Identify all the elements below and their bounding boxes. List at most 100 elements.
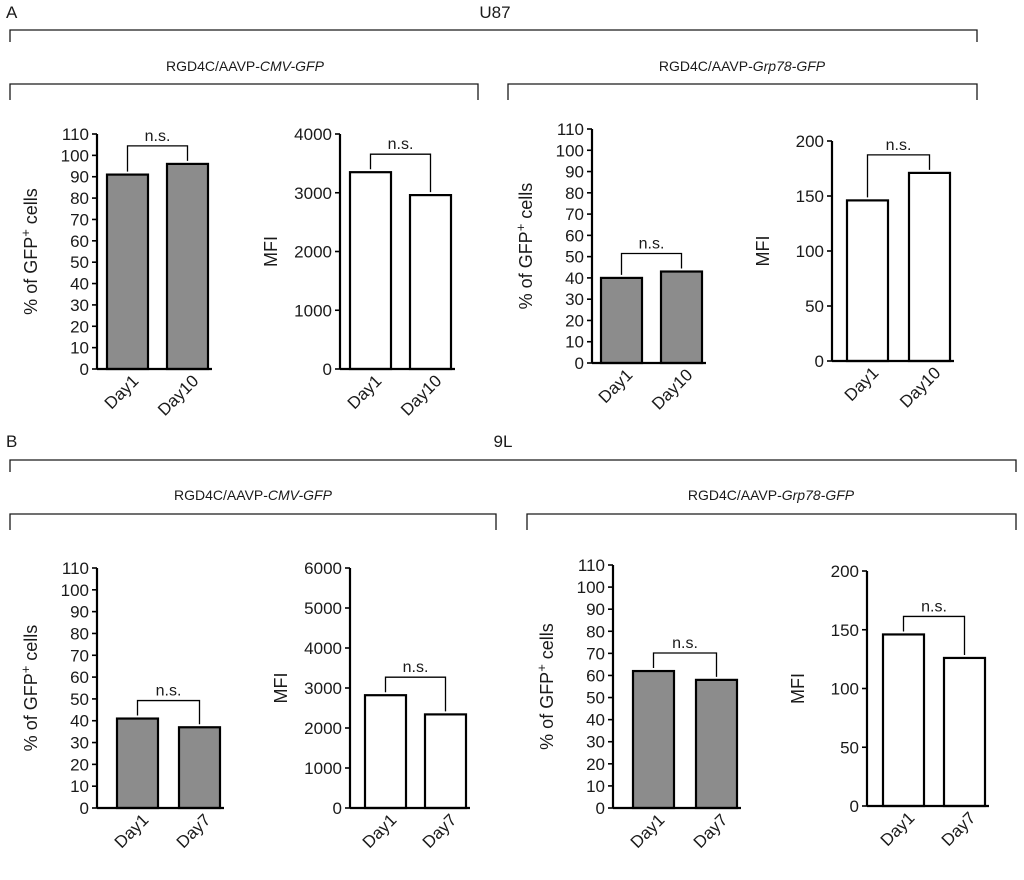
- x-tick-label: Day7: [690, 810, 731, 851]
- y-axis-title: MFI: [788, 673, 808, 704]
- x-tick-label: Day10: [896, 363, 944, 411]
- y-tick-label: 150: [796, 187, 824, 206]
- panel-b-group-1-bracket: [9, 513, 497, 530]
- significance-label: n.s.: [156, 683, 182, 700]
- bar-day10: [408, 194, 453, 371]
- y-tick-label: 110: [557, 120, 584, 139]
- significance-label: n.s.: [921, 598, 947, 615]
- y-tick-label: 90: [586, 600, 605, 619]
- y-axis-title: % of GFP+ cells: [18, 625, 41, 752]
- y-tick-label: 4000: [304, 639, 342, 658]
- y-tick-label: 110: [62, 559, 89, 578]
- bar-day1: [115, 717, 160, 810]
- y-tick-label: 40: [565, 269, 584, 288]
- significance-bracket: [902, 615, 966, 655]
- y-tick-label: 60: [586, 666, 605, 685]
- y-tick-label: 40: [70, 275, 89, 294]
- significance-label: n.s.: [388, 136, 414, 153]
- x-tick-label: Day10: [397, 371, 445, 419]
- y-tick-label: 10: [586, 777, 605, 796]
- y-tick-label: 30: [70, 296, 89, 315]
- x-tick-label: Day1: [595, 365, 636, 406]
- chart-b-grp78-mfi: 0 50 100 150 200 Day1 Day7 n.s. MFI: [788, 562, 989, 850]
- x-tick-label: Day7: [938, 808, 979, 849]
- y-axis-title: MFI: [261, 236, 281, 267]
- y-tick-label: 110: [62, 125, 89, 144]
- y-tick-label: 70: [70, 210, 89, 229]
- y-tick-label: 0: [575, 354, 584, 373]
- chart-a-grp78-percent: 0 10 20 30 40 50 60 70 80 90 100 110 Day1 Day10 n.s. % …: [513, 120, 706, 414]
- panel-b-bracket: [9, 459, 1017, 472]
- x-tick-label: Day1: [627, 810, 668, 851]
- x-tick-label: Day1: [877, 808, 918, 849]
- y-tick-label: 20: [70, 755, 89, 774]
- y-tick-label: 100: [796, 242, 824, 261]
- significance-label: n.s.: [639, 236, 665, 253]
- y-tick-label: 3000: [294, 184, 332, 203]
- y-tick-label: 100: [556, 141, 584, 160]
- y-tick-label: 10: [70, 777, 89, 796]
- y-tick-label: 60: [70, 668, 89, 687]
- y-tick-label: 70: [70, 646, 89, 665]
- significance-bracket: [384, 676, 447, 712]
- chart-a-grp78-mfi: 0 50 100 150 200 Day1 Day10 n.s. MFI: [753, 132, 954, 412]
- bar-day7: [942, 656, 987, 808]
- chart-b-cmv-mfi: 0 1000 2000 3000 4000 5000 6000 Day1 Day7 n.s. MFI: [271, 559, 470, 852]
- significance-bracket: [126, 145, 189, 172]
- y-tick-label: 80: [586, 622, 605, 641]
- y-tick-label: 30: [565, 290, 584, 309]
- y-tick-label: 90: [565, 163, 584, 182]
- panel-b-group-1-title: RGD4C/AAVP-CMV-GFP: [174, 487, 333, 503]
- panel-a-bracket: [9, 29, 978, 42]
- x-tick-label: Day1: [344, 371, 385, 412]
- bar-day7: [694, 678, 739, 810]
- significance-label: n.s.: [403, 659, 429, 676]
- significance-label: n.s.: [145, 128, 171, 145]
- x-tick-label: Day7: [419, 810, 460, 851]
- y-tick-label: 1000: [304, 759, 342, 778]
- y-tick-label: 20: [70, 317, 89, 336]
- significance-bracket: [620, 252, 683, 275]
- y-axis-title: MFI: [753, 236, 773, 267]
- panel-a-letter: A: [6, 3, 18, 22]
- y-tick-label: 40: [70, 712, 89, 731]
- y-tick-label: 90: [70, 603, 89, 622]
- y-tick-label: 2000: [294, 243, 332, 262]
- bar-day1: [363, 694, 408, 810]
- panel-a-group-2-title: RGD4C/AAVP-Grp78-GFP: [659, 58, 826, 74]
- panel-a-group-1-bracket: [9, 83, 479, 100]
- bar-day1: [105, 173, 150, 371]
- y-tick-label: 30: [70, 734, 89, 753]
- panel-a-group-2-bracket: [507, 83, 978, 100]
- y-tick-label: 0: [596, 799, 605, 818]
- panel-b-group-2-bracket: [526, 513, 1017, 530]
- y-tick-label: 100: [61, 581, 89, 600]
- x-tick-label: Day1: [101, 371, 142, 412]
- x-tick-label: Day1: [359, 810, 400, 851]
- significance-bracket: [136, 699, 201, 725]
- chart-b-cmv-percent: 0 10 20 30 40 50 60 70 80 90 100 110 Day1 Day7 n.s. % o…: [18, 559, 224, 852]
- y-tick-label: 80: [565, 184, 584, 203]
- x-tick-label: Day1: [111, 810, 152, 851]
- y-tick-label: 20: [586, 755, 605, 774]
- panel-a-group-1-title: RGD4C/AAVP-CMV-GFP: [166, 58, 325, 74]
- bar-day1: [881, 633, 926, 808]
- y-tick-label: 50: [70, 253, 89, 272]
- y-tick-label: 1000: [294, 301, 332, 320]
- y-tick-label: 50: [586, 689, 605, 708]
- bar-day1: [348, 171, 393, 371]
- y-tick-label: 40: [586, 711, 605, 730]
- y-tick-label: 100: [577, 578, 605, 597]
- y-tick-label: 100: [831, 680, 859, 699]
- bar-day10: [659, 270, 704, 365]
- bar-day10: [907, 171, 952, 363]
- y-tick-label: 20: [565, 311, 584, 330]
- significance-bracket: [866, 154, 931, 198]
- y-tick-label: 50: [70, 690, 89, 709]
- y-tick-label: 70: [586, 644, 605, 663]
- significance-bracket: [652, 652, 718, 677]
- bar-day7: [423, 713, 468, 810]
- bar-day10: [165, 162, 210, 371]
- y-tick-label: 80: [70, 624, 89, 643]
- significance-bracket: [369, 153, 432, 193]
